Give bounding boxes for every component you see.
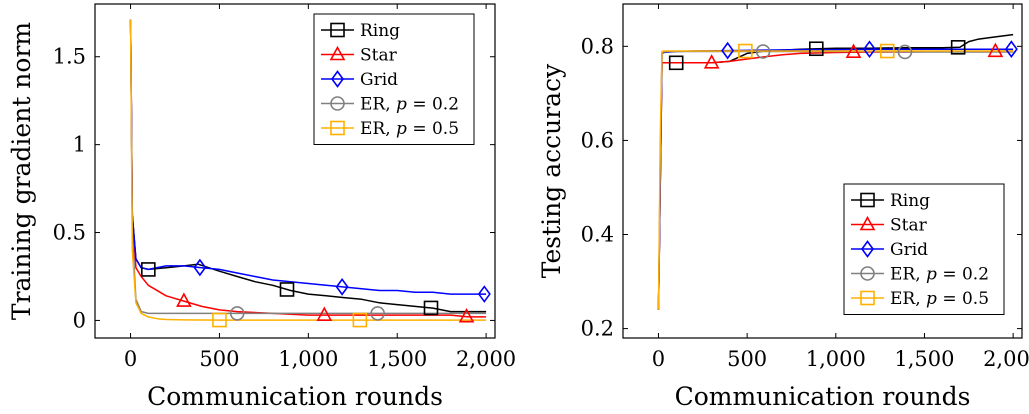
data-point-ring <box>668 55 684 71</box>
x-tick-label: 500 <box>199 347 239 371</box>
x-axis-label: Communication rounds <box>675 382 971 411</box>
y-tick-label: 0.5 <box>53 221 86 245</box>
data-point-ring <box>279 282 295 297</box>
legend-marker-icon <box>860 290 875 306</box>
x-tick-label: 0 <box>652 347 665 371</box>
series-line-grid <box>129 19 487 295</box>
data-point-star <box>703 54 720 69</box>
legend-marker-icon <box>330 120 345 136</box>
data-point-grid <box>863 40 876 59</box>
y-tick-label: 1.5 <box>53 45 86 69</box>
data-point-ring <box>141 262 156 277</box>
x-tick-label: 1,000 <box>806 347 866 371</box>
legend: Ring Star Grid ER, p = 0.2 ER, p = 0.5 <box>313 13 475 145</box>
legend-label: ER, p = 0.5 <box>890 289 989 309</box>
series-line-er-p-0-2 <box>129 19 487 315</box>
legend-marker-icon <box>860 266 875 281</box>
data-point-er-p-0-5 <box>879 43 895 59</box>
legend-label: Ring <box>890 191 930 211</box>
legend-marker-icon <box>859 215 876 231</box>
data-point-er-p-0-2 <box>229 306 245 321</box>
data-point-grid <box>335 277 349 296</box>
legend-marker-icon <box>860 192 875 208</box>
legend-label: ER, p = 0.5 <box>360 119 459 139</box>
x-tick-label: 500 <box>727 347 767 371</box>
y-tick-label: 0.2 <box>581 317 614 341</box>
series-line-star <box>129 19 487 318</box>
legend-marker-icon <box>330 96 345 111</box>
legend-item-er-p-0-2: ER, p = 0.2 <box>321 95 459 115</box>
legend-item-er-p-0-2: ER, p = 0.2 <box>851 265 989 285</box>
legend-label: Star <box>360 46 398 66</box>
y-axis-label: Testing accuracy <box>537 63 566 278</box>
legend-label: Grid <box>890 240 928 260</box>
data-point-er-p-0-5 <box>738 43 753 59</box>
data-point-star <box>176 292 192 307</box>
legend-marker-icon <box>330 22 345 38</box>
y-tick-label: 0.6 <box>581 128 614 152</box>
x-tick-label: 1,500 <box>367 347 427 371</box>
legend-label: ER, p = 0.2 <box>360 95 459 115</box>
legend-item-ring: Ring <box>851 191 930 211</box>
y-tick-label: 0 <box>73 308 86 332</box>
data-point-grid <box>193 258 207 277</box>
data-point-grid <box>477 285 491 303</box>
data-point-grid <box>1004 40 1018 59</box>
right-chart-testing-accuracy: 0 500 1,000 1,500 2,000 0.2 0.4 0.6 0.8 Communica… <box>537 3 1029 411</box>
legend-item-ring: Ring <box>321 21 400 41</box>
x-axis-label: Communication rounds <box>147 382 443 411</box>
legend-item-er-p-0-5: ER, p = 0.5 <box>321 119 459 139</box>
plot-frame <box>622 3 1023 339</box>
series-line-er-p-0-5 <box>657 50 1014 310</box>
legend-item-star: Star <box>851 216 928 236</box>
data-point-er-p-0-5 <box>352 312 368 328</box>
data-point-star <box>987 42 1004 58</box>
legend-marker-icon <box>861 240 874 258</box>
legend-item-er-p-0-5: ER, p = 0.5 <box>851 289 989 309</box>
legend: Ring Star Grid ER, p = 0.2 ER, p = 0.5 <box>843 183 1005 315</box>
legend-marker-icon <box>331 70 344 88</box>
x-tick-label: 2,000 <box>456 347 516 371</box>
plot-area <box>657 33 1018 310</box>
legend-label: ER, p = 0.2 <box>890 265 989 285</box>
legend-label: Star <box>890 216 928 236</box>
y-axis-label: Training gradient norm <box>7 22 36 321</box>
legend-item-grid: Grid <box>851 240 928 260</box>
x-tick-label: 1,000 <box>278 347 338 371</box>
x-tick-label: 0 <box>124 347 137 371</box>
data-point-ring <box>950 40 966 55</box>
data-point-star <box>458 308 475 323</box>
legend-label: Ring <box>360 21 400 41</box>
x-tick-label: 1,500 <box>894 347 954 371</box>
plot-frame <box>94 3 496 339</box>
left-chart-training-gradient-norm: 0 500 1,000 1,500 2,000 0 0.5 1 1.5 Communication… <box>7 3 516 411</box>
plot-area <box>129 19 491 328</box>
data-point-er-p-0-5 <box>212 312 227 328</box>
data-point-star <box>845 43 862 59</box>
legend-label: Grid <box>360 70 398 90</box>
legend-item-grid: Grid <box>321 70 398 90</box>
x-tick-label: 2,000 <box>983 347 1029 371</box>
data-point-star <box>316 306 333 321</box>
data-point-er-p-0-2 <box>755 44 771 59</box>
y-tick-label: 1 <box>73 133 86 157</box>
data-point-er-p-0-2 <box>370 306 385 321</box>
data-point-ring <box>423 300 439 316</box>
data-point-ring <box>808 41 824 57</box>
y-tick-label: 0.8 <box>581 34 614 58</box>
y-tick-label: 0.4 <box>581 223 614 247</box>
legend-marker-icon <box>329 45 346 61</box>
data-point-er-p-0-2 <box>897 44 913 60</box>
legend-item-star: Star <box>321 46 398 66</box>
data-point-grid <box>721 41 735 60</box>
